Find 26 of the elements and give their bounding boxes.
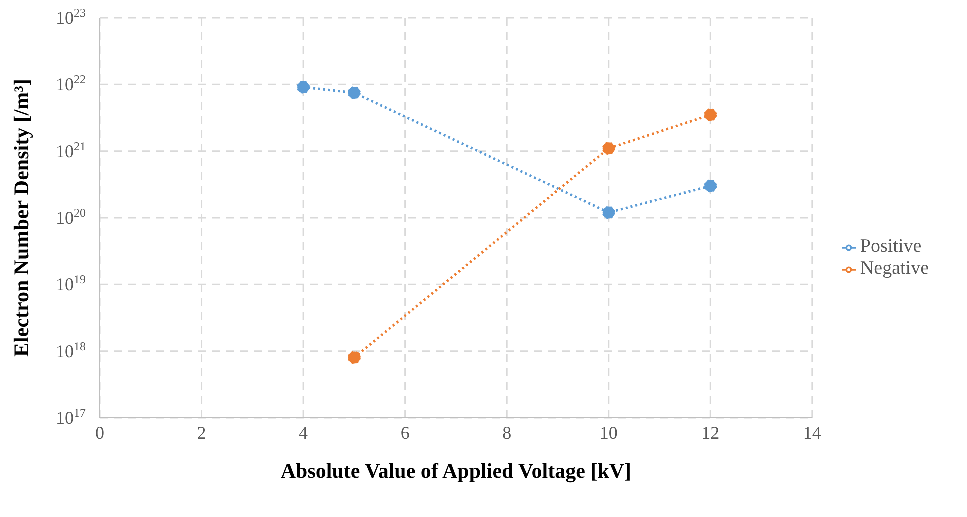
legend-label: Positive	[860, 236, 922, 257]
legend-label: Negative	[860, 258, 929, 279]
y-axis-title: Electron Number Density [/m³]	[9, 79, 34, 357]
x-tick-label: 14	[803, 422, 822, 443]
y-tick-label: 10$^{17}$	[56, 406, 86, 428]
x-tick-label: 0	[96, 422, 104, 443]
point	[348, 351, 361, 364]
x-tick-label: 10	[600, 422, 618, 443]
point	[602, 142, 616, 156]
x-tick-label: 12	[702, 422, 720, 443]
point	[348, 86, 361, 100]
y-tick-label: 10$^{18}$	[56, 339, 86, 362]
point	[704, 108, 718, 122]
x-tick-label: 4	[299, 422, 308, 443]
x-tick-label: 6	[400, 422, 410, 443]
point	[297, 80, 310, 94]
y-tick-label: 10$^{20}$	[56, 206, 86, 228]
point	[704, 180, 718, 193]
x-tick-label: 2	[197, 422, 206, 443]
x-tick-label: 8	[502, 422, 512, 443]
point	[602, 206, 616, 220]
y-tick-label: 10$^{21}$	[56, 139, 86, 162]
x-axis-title: Absolute Value of Applied Voltage [kV]	[280, 459, 632, 483]
y-tick-label: 10$^{19}$	[56, 272, 86, 295]
y-tick-label: 10$^{22}$	[56, 72, 86, 95]
y-tick-label: 10$^{23}$	[56, 6, 86, 28]
